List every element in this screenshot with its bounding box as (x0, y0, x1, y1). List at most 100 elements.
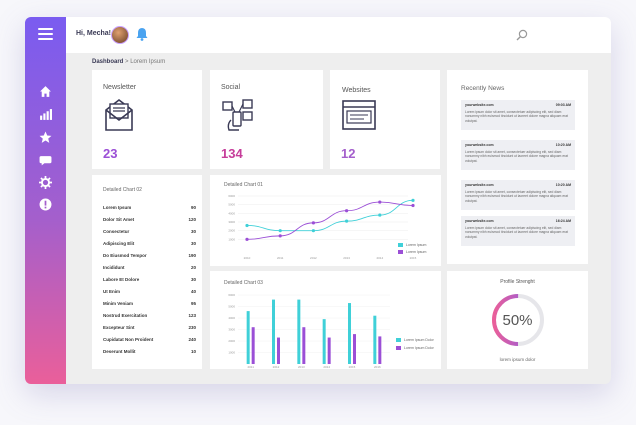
list-row[interactable]: Ut Enim 40 (103, 289, 196, 294)
bar-chart-icon[interactable] (39, 108, 52, 121)
news-item[interactable]: yourwebsite.com 10:20 AM Lorem ipsum dolo… (461, 140, 575, 170)
line-legend-item: Lorem Ipsum (398, 250, 426, 254)
x-tick-label: 2012 (273, 365, 280, 369)
settings-icon[interactable] (39, 176, 52, 189)
legend-swatch (398, 243, 403, 247)
list-row[interactable]: Cupidatat Non Proident 240 (103, 337, 196, 342)
list-row-value: 95 (190, 301, 196, 306)
bar-chart: 6000 5000 4000 3000 2000 1000 2011 2012 2013 2014… (228, 293, 390, 369)
profile-percent: 50% (502, 312, 533, 329)
legend-swatch (396, 346, 401, 350)
recent-news-title: Recently News (461, 85, 505, 92)
list-row-label: Dolor Sit Amet (103, 217, 135, 222)
x-tick-label: 2013 (298, 365, 305, 369)
websites-title: Websites (342, 87, 371, 94)
profile-title: Profile Strenght (500, 279, 535, 285)
list-row-label: Incididunt (103, 265, 125, 270)
list-row-value: 240 (188, 337, 196, 342)
bar-legend-item: Lorem Ipsum Dolor (396, 338, 434, 342)
news-text: Lorem ipsum dolor sit amet, consectetuer… (465, 150, 568, 163)
series-line-2 (246, 201, 414, 240)
y-tick-label: 4000 (228, 211, 235, 215)
list-row-value: 40 (190, 289, 196, 294)
list-row[interactable]: Adipiscing Elit 30 (103, 241, 196, 246)
list-row-value: 20 (190, 265, 196, 270)
list-row[interactable]: Nostrud Exercitation 123 (103, 313, 196, 318)
news-time: 10:20 AM (555, 143, 571, 147)
chat-icon[interactable] (39, 154, 52, 167)
bar-chart-card: Detailed Chart 03 6000 5000 4000 3000 2000 10… (210, 271, 441, 369)
y-tick-label: 3000 (228, 328, 235, 332)
news-item[interactable]: yourwebsite.com 09:03 AM Lorem ipsum dolo… (461, 100, 575, 130)
list-row[interactable]: Incididunt 20 (103, 265, 196, 270)
news-item[interactable]: yourwebsite.com 10:20 AM Lorem ipsum dolo… (461, 180, 575, 210)
profile-footer: lorem ipsum dolor (499, 357, 536, 362)
newsletter-title: Newsletter (103, 84, 137, 91)
series-point (345, 209, 349, 213)
series-point (378, 200, 382, 204)
news-site[interactable]: yourwebsite.com (465, 219, 494, 223)
list-row-value: 230 (188, 325, 196, 330)
detailed-list-title: Detailed Chart 02 (103, 187, 142, 193)
series-point (411, 198, 415, 202)
series-point (245, 223, 249, 228)
dashboard-window: Hi, Mecha! Dashboard > Lorem Ipsum Newsl… (25, 17, 611, 384)
x-tick-label: 2011 (247, 365, 254, 369)
list-row-label: Labore Et Dolore (103, 277, 140, 282)
search-icon[interactable] (516, 29, 528, 41)
bar-1 (272, 299, 275, 364)
x-tick-label: 2013 (343, 256, 350, 260)
profile-strength-card: Profile Strenght 50% lorem ipsum dolor (447, 271, 588, 369)
series-point (311, 221, 315, 225)
bell-icon[interactable] (136, 27, 148, 41)
list-row[interactable]: Lorem Ipsum 90 (103, 205, 196, 210)
y-tick-label: 6000 (228, 194, 235, 198)
list-row-value: 30 (190, 277, 196, 282)
list-row[interactable]: Deserunt Mollit 10 (103, 349, 196, 354)
list-row-value: 90 (190, 205, 196, 210)
y-tick-label: 3000 (228, 220, 235, 224)
social-title: Social (221, 84, 241, 91)
list-row[interactable]: Dolor Sit Amet 120 (103, 217, 196, 222)
star-icon[interactable] (39, 131, 52, 144)
list-row-label: Cupidatat Non Proident (103, 337, 154, 342)
recent-news-card: Recently News yourwebsite.com 09:03 AM Lo… (447, 70, 588, 264)
avatar[interactable] (111, 26, 129, 44)
breadcrumb-root[interactable]: Dashboard (92, 59, 124, 65)
list-row[interactable]: Minim Veniam 95 (103, 301, 196, 306)
hamburger-menu-icon[interactable] (38, 28, 53, 41)
news-text: Lorem ipsum dolor sit amet, consectetuer… (465, 190, 568, 203)
y-tick-label: 1000 (228, 237, 235, 241)
bar-2 (327, 337, 331, 364)
list-row[interactable]: Excepteur Sint 230 (103, 325, 196, 330)
alert-icon[interactable] (39, 198, 52, 211)
newsletter-card[interactable]: Newsletter 23 (92, 70, 202, 169)
list-row[interactable]: Consectetur 30 (103, 229, 196, 234)
news-site[interactable]: yourwebsite.com (465, 143, 494, 147)
bar-2 (302, 327, 306, 364)
social-card[interactable]: Social 134 (210, 70, 323, 169)
list-row-value: 190 (188, 253, 196, 258)
sidebar (25, 17, 66, 384)
x-tick-label: 2014 (323, 365, 330, 369)
home-icon[interactable] (39, 85, 52, 98)
list-row[interactable]: Labore Et Dolore 30 (103, 277, 196, 282)
list-row-label: Ut Enim (103, 289, 121, 294)
bar-chart-title: Detailed Chart 03 (224, 280, 263, 286)
websites-count: 12 (341, 146, 356, 161)
legend-label: Lorem Ipsum Dolor (404, 338, 434, 342)
list-row[interactable]: Do Eiusmod Tempor 190 (103, 253, 196, 258)
bar-legend-item: Lorem Ipsum Dolor (396, 346, 434, 350)
list-row-label: Excepteur Sint (103, 325, 135, 330)
series-point (345, 219, 349, 223)
series-point (378, 213, 382, 217)
line-chart-card: Detailed Chart 01 6000 5000 4000 3000 2000 10… (210, 175, 441, 266)
news-site[interactable]: yourwebsite.com (465, 103, 494, 107)
list-row-value: 30 (190, 241, 196, 246)
y-tick-label: 6000 (228, 293, 235, 297)
news-time: 09:03 AM (555, 103, 571, 107)
legend-swatch (398, 250, 403, 254)
news-site[interactable]: yourwebsite.com (465, 183, 494, 187)
websites-card[interactable]: Websites 12 (330, 70, 440, 169)
news-item[interactable]: yourwebsite.com 16:24 AM Lorem ipsum dolo… (461, 216, 575, 246)
